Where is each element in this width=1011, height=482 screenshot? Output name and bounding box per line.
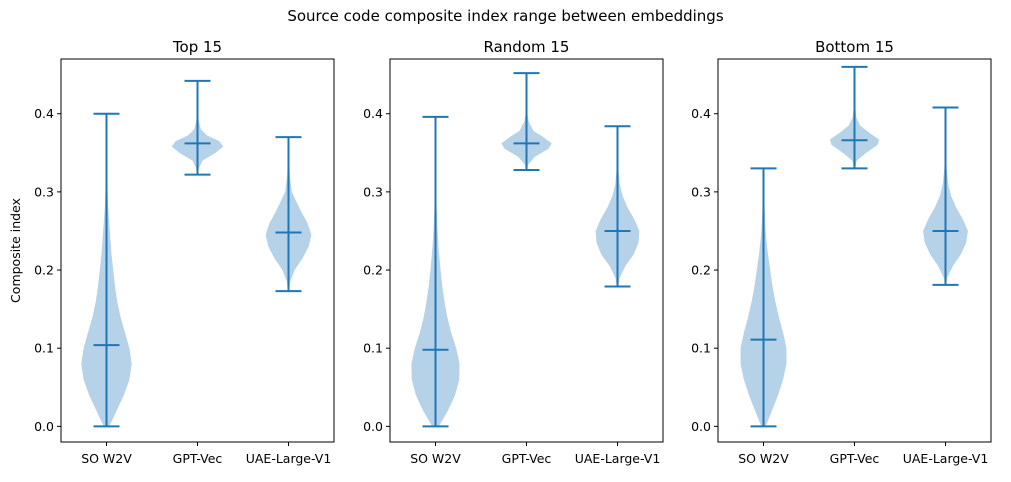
y-tick-label: 0.3 [691,184,711,199]
subplot-3: 0.0 0.1 0.2 0.3 0.4 SO W2V GPT-Vec UAE-Large-V1… [691,38,992,466]
y-axis-label: Composite index [8,198,23,303]
y-tick-label: 0.1 [34,341,54,356]
figure-title: Source code composite index range betwee… [287,7,724,25]
y-tick-label: 0.3 [34,184,54,199]
subplot-title: Top 15 [172,38,222,56]
y-tick-label: 0.1 [363,341,383,356]
x-tick-label: SO W2V [410,451,461,466]
subplot-1: 0.0 0.1 0.2 0.3 0.4 SO W2V GPT-Vec UAE-Large-V1… [8,38,335,466]
y-tick-label: 0.2 [34,263,54,278]
x-tick-label: SO W2V [738,451,789,466]
y-tick-label: 0.1 [691,341,711,356]
y-tick-label: 0.2 [363,263,383,278]
x-tick-label: GPT-Vec [173,451,223,466]
x-tick-label: GPT-Vec [830,451,880,466]
x-tick-label: SO W2V [81,451,132,466]
x-tick-label: UAE-Large-V1 [246,451,332,466]
y-tick-label: 0.0 [34,419,54,434]
subplot-2: 0.0 0.1 0.2 0.3 0.4 SO W2V GPT-Vec UAE-Large-V1… [363,38,664,466]
y-tick-label: 0.4 [691,106,711,121]
y-tick-label: 0.2 [691,263,711,278]
y-tick-label: 0.0 [691,419,711,434]
y-tick-label: 0.3 [363,184,383,199]
x-tick-label: UAE-Large-V1 [903,451,989,466]
y-tick-label: 0.4 [34,106,54,121]
y-tick-label: 0.4 [363,106,383,121]
x-tick-label: GPT-Vec [502,451,552,466]
subplot-title: Bottom 15 [815,38,894,56]
y-tick-label: 0.0 [363,419,383,434]
subplot-title: Random 15 [484,38,570,56]
x-tick-label: UAE-Large-V1 [575,451,661,466]
